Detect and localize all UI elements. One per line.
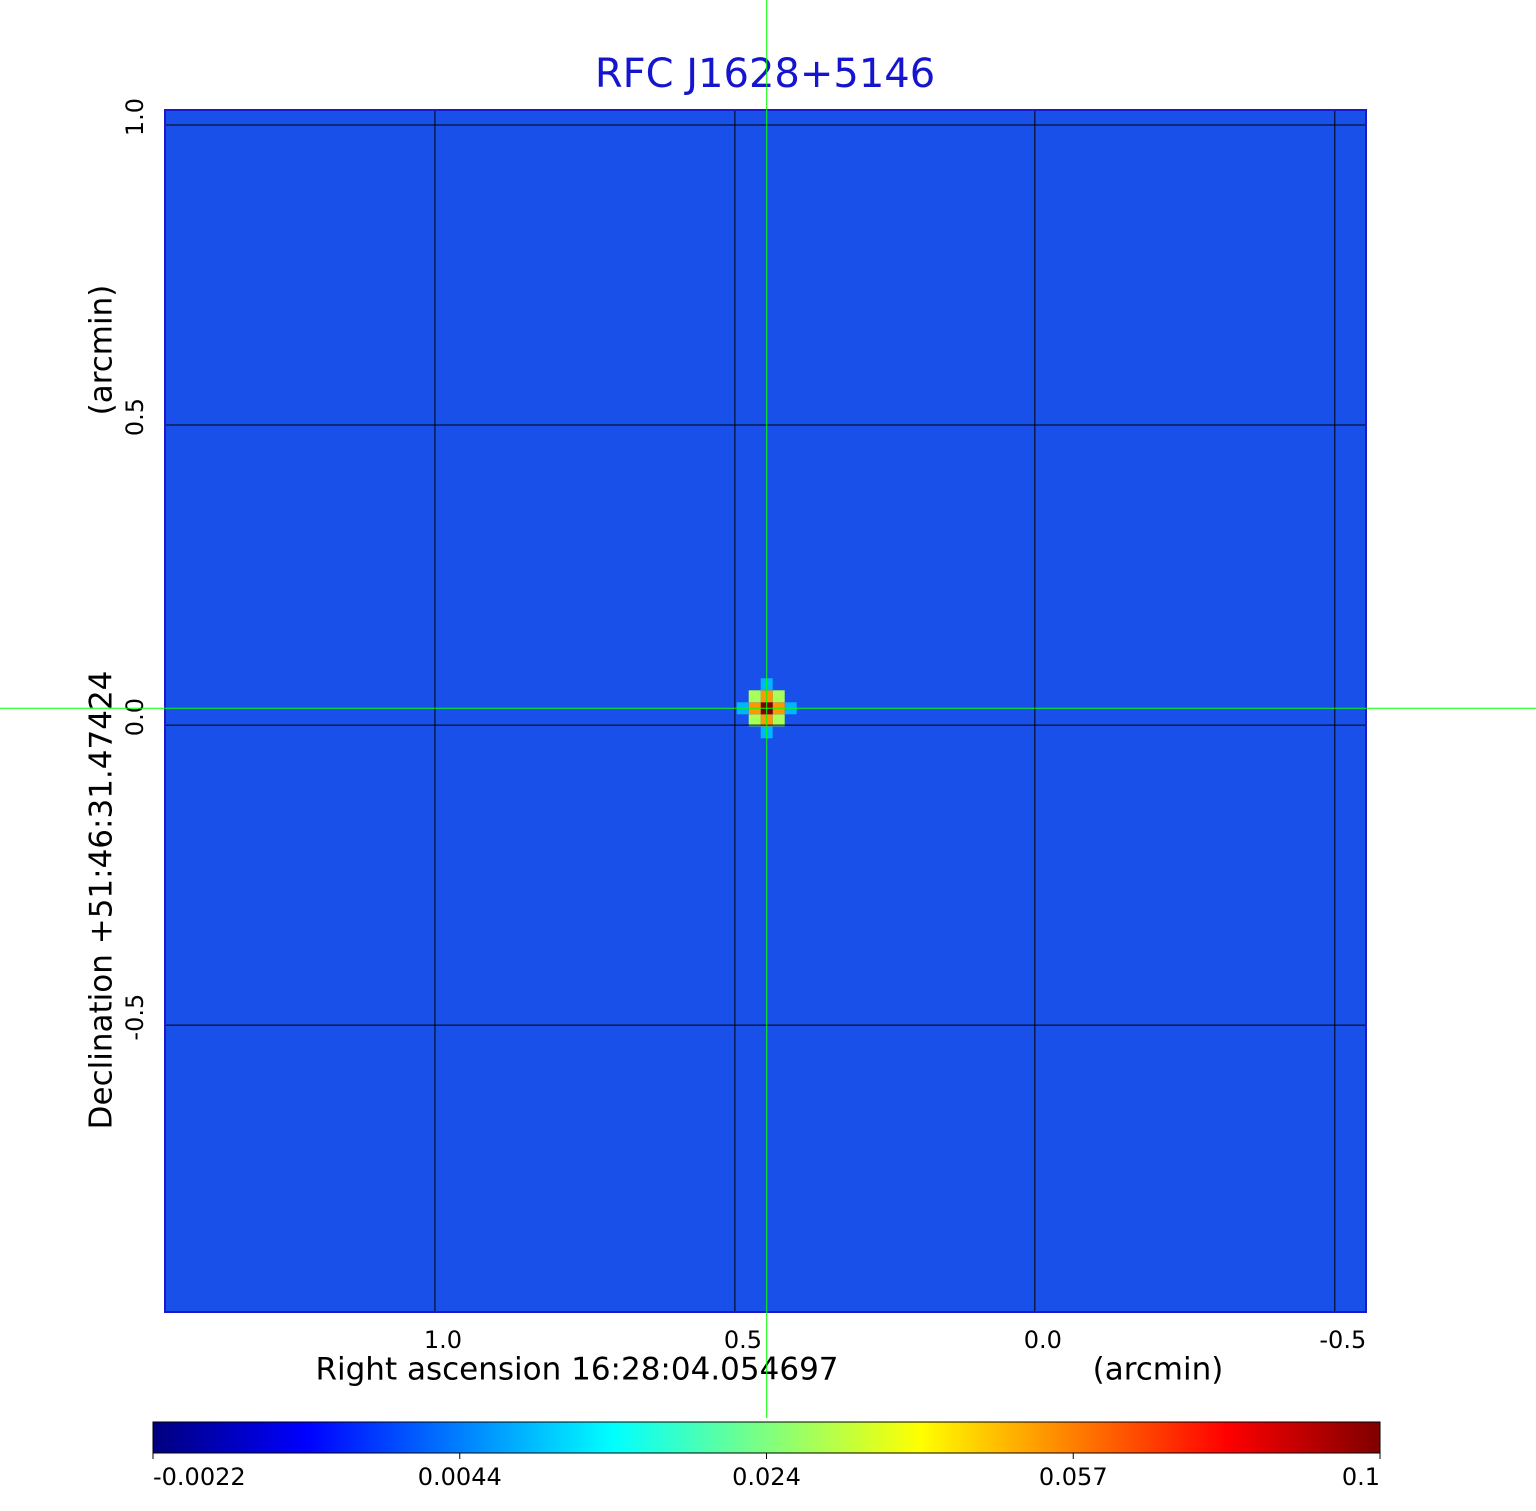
colorbar bbox=[152, 1421, 1381, 1454]
source-pixel bbox=[748, 714, 761, 727]
y-axis-label: Declination +51:46:31.47424 bbox=[84, 671, 120, 1130]
colorbar-tick-label: 0.1 bbox=[1342, 1463, 1380, 1491]
y-tick-label: 1.0 bbox=[121, 98, 149, 136]
x-tick-label: 1.0 bbox=[424, 1326, 462, 1354]
colorbar-tick-label: 0.0044 bbox=[418, 1463, 502, 1491]
source-pixel bbox=[772, 690, 785, 703]
colorbar-tick-label: -0.0022 bbox=[153, 1463, 246, 1491]
y-tick-label: 0.0 bbox=[121, 698, 149, 736]
y-tick-label: 0.5 bbox=[121, 398, 149, 436]
source-pixel bbox=[772, 714, 785, 727]
y-tick-label: -0.5 bbox=[121, 994, 149, 1041]
image-border bbox=[164, 109, 1367, 1313]
x-tick-label: 0.0 bbox=[1024, 1326, 1062, 1354]
source-pixel bbox=[748, 690, 761, 703]
chart-title: RFC J1628+5146 bbox=[595, 51, 935, 97]
x-axis-unit: (arcmin) bbox=[1093, 1352, 1224, 1388]
x-axis-label: Right ascension 16:28:04.054697 bbox=[315, 1352, 838, 1388]
x-tick-label: -0.5 bbox=[1319, 1326, 1366, 1354]
y-axis-unit: (arcmin) bbox=[84, 285, 120, 416]
colorbar-tick-label: 0.024 bbox=[732, 1463, 801, 1491]
colorbar-tick-label: 0.057 bbox=[1039, 1463, 1108, 1491]
x-tick-label: 0.5 bbox=[724, 1326, 762, 1354]
